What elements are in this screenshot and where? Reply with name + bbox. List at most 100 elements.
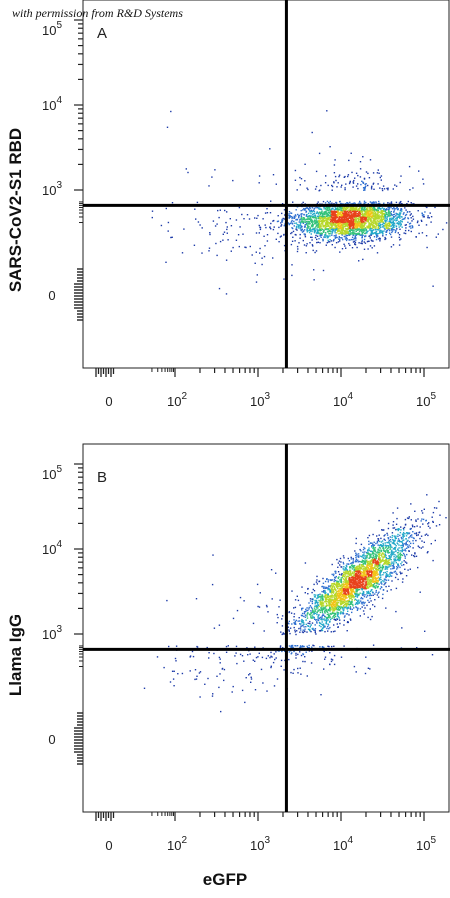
event-dot: [358, 209, 361, 211]
event-dot: [316, 583, 318, 585]
event-dot: [404, 218, 406, 220]
event-dot: [390, 222, 393, 224]
event-dot: [304, 236, 307, 238]
event-dot: [377, 183, 379, 185]
event-dot: [341, 234, 343, 236]
event-dot: [359, 168, 362, 170]
event-dot: [393, 216, 395, 218]
event-dot: [354, 241, 357, 244]
event-dot: [369, 209, 371, 211]
event-dot: [388, 212, 390, 214]
event-dot: [245, 246, 247, 249]
event-dot: [381, 218, 384, 221]
event-dot: [379, 229, 382, 231]
event-dot: [361, 556, 363, 558]
event-dot: [357, 183, 359, 185]
event-dot: [379, 588, 382, 590]
event-dot: [384, 221, 387, 223]
event-dot: [409, 568, 411, 570]
event-dot: [361, 230, 364, 232]
event-dot: [335, 596, 338, 598]
event-dot: [409, 222, 412, 224]
event-dot: [331, 589, 333, 591]
event-dot: [348, 573, 351, 576]
event-dot: [363, 587, 365, 590]
event-dot: [367, 248, 369, 250]
event-dot: [347, 621, 349, 624]
event-dot: [360, 585, 362, 588]
event-dot: [354, 213, 357, 215]
event-dot: [329, 235, 331, 237]
event-dot: [338, 607, 340, 610]
event-dot: [334, 207, 337, 209]
event-dot: [372, 533, 374, 536]
event-dot: [218, 287, 221, 290]
event-dot: [309, 605, 312, 607]
event-dot: [329, 231, 332, 233]
event-dot: [322, 269, 325, 272]
event-dot: [366, 587, 368, 589]
event-dot: [370, 188, 373, 190]
event-dot: [311, 646, 313, 648]
event-dot: [356, 210, 358, 213]
event-dot: [347, 572, 350, 574]
event-dot: [361, 229, 363, 231]
event-dot: [358, 211, 361, 213]
event-dot: [347, 174, 350, 176]
event-dot: [320, 229, 323, 231]
event-dot: [343, 601, 346, 603]
event-dot: [322, 217, 324, 219]
event-dot: [384, 553, 386, 555]
event-dot: [343, 210, 345, 212]
event-dot: [352, 233, 354, 235]
event-dot: [349, 220, 352, 223]
event-dot: [266, 212, 269, 214]
event-dot: [355, 556, 357, 559]
event-dot: [386, 568, 389, 570]
event-dot: [299, 604, 301, 606]
event-dot: [342, 224, 344, 226]
event-dot: [411, 225, 413, 227]
event-dot: [373, 236, 376, 238]
event-dot: [183, 228, 185, 230]
event-dot: [360, 580, 362, 583]
event-dot: [382, 221, 384, 223]
y-tick-label: 104: [42, 95, 62, 113]
event-dot: [312, 245, 314, 247]
event-dot: [358, 228, 360, 230]
event-dot: [339, 239, 341, 241]
event-dot: [375, 221, 377, 223]
event-dot: [307, 622, 309, 624]
event-dot: [319, 225, 321, 227]
event-dot: [379, 208, 382, 210]
event-dot: [342, 238, 344, 241]
event-dot: [333, 598, 336, 601]
event-dot: [308, 225, 310, 228]
event-dot: [307, 225, 309, 228]
event-dot: [318, 226, 320, 229]
event-dot: [310, 233, 312, 235]
event-dot: [386, 550, 389, 552]
event-dot: [307, 220, 309, 223]
event-dot: [352, 220, 354, 222]
event-dot: [302, 239, 304, 242]
event-dot: [340, 214, 343, 216]
event-dot: [342, 213, 344, 215]
event-dot: [351, 571, 354, 573]
event-dot: [326, 215, 328, 217]
event-dot: [342, 568, 344, 570]
event-dot: [337, 595, 339, 597]
event-dot: [343, 207, 346, 209]
event-dot: [334, 175, 337, 178]
event-dot: [432, 511, 435, 514]
event-dot: [370, 565, 373, 568]
event-dot: [288, 630, 290, 632]
event-dot: [375, 568, 377, 570]
event-dot: [344, 572, 346, 575]
event-dot: [349, 222, 352, 225]
event-dot: [399, 225, 402, 227]
event-dot: [393, 229, 395, 231]
event-dot: [336, 232, 338, 234]
event-dot: [380, 210, 383, 212]
event-dot: [332, 240, 335, 242]
